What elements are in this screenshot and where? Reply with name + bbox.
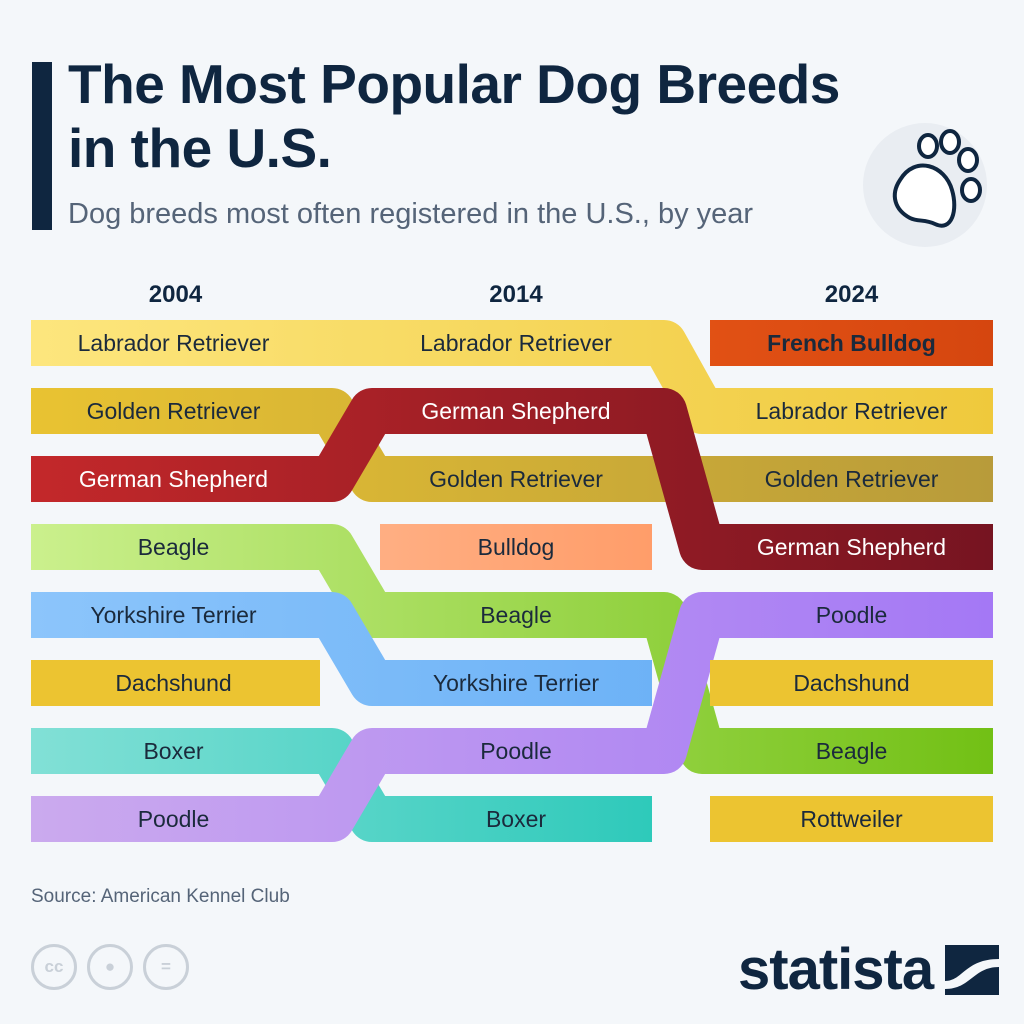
logo-text: statista bbox=[738, 937, 934, 1002]
breed-label: Poodle bbox=[138, 806, 210, 832]
page-title: The Most Popular Dog Breeds in the U.S. bbox=[68, 52, 840, 180]
breed-band bbox=[31, 388, 993, 570]
breed-label: German Shepherd bbox=[757, 534, 946, 560]
breed-label: Golden Retriever bbox=[429, 466, 603, 492]
paw-icon bbox=[863, 123, 987, 247]
breed-band bbox=[710, 320, 993, 366]
breed-label: Yorkshire Terrier bbox=[433, 670, 600, 696]
breed-label: Labrador Retriever bbox=[756, 398, 948, 424]
breed-label: Golden Retriever bbox=[87, 398, 261, 424]
breed-band bbox=[31, 524, 993, 774]
title-line-1: The Most Popular Dog Breeds bbox=[68, 53, 840, 115]
breed-label: Bulldog bbox=[478, 534, 555, 560]
statista-logo[interactable]: statista bbox=[738, 936, 1000, 1003]
accent-bar bbox=[32, 62, 52, 230]
series-yorkshire-terrier: Yorkshire Terrier Yorkshire Terrier bbox=[31, 592, 652, 706]
breed-label: Poodle bbox=[480, 738, 552, 764]
series-bulldog: Bulldog bbox=[380, 524, 652, 570]
breed-label: Boxer bbox=[486, 806, 546, 832]
breed-label: Labrador Retriever bbox=[78, 330, 270, 356]
breed-label: Dachshund bbox=[793, 670, 909, 696]
year-header-2014: 2014 bbox=[489, 281, 543, 308]
breed-label: Boxer bbox=[143, 738, 203, 764]
breed-label: French Bulldog bbox=[767, 330, 936, 356]
year-header-2024: 2024 bbox=[825, 281, 879, 308]
license-icons: cc ● = bbox=[31, 944, 189, 990]
breed-label: German Shepherd bbox=[421, 398, 610, 424]
source-note: Source: American Kennel Club bbox=[31, 886, 290, 907]
breed-label: Beagle bbox=[816, 738, 888, 764]
breed-label: Beagle bbox=[480, 602, 552, 628]
breed-label: Golden Retriever bbox=[765, 466, 939, 492]
no-derivatives-icon[interactable]: = bbox=[143, 944, 189, 990]
breed-band bbox=[710, 660, 993, 706]
breed-label: Rottweiler bbox=[800, 806, 903, 832]
subtitle: Dog breeds most often registered in the … bbox=[68, 198, 754, 230]
series-french-bulldog: French Bulldog bbox=[710, 320, 993, 366]
year-header-2004: 2004 bbox=[149, 281, 203, 308]
series-beagle: Beagle Beagle Beagle bbox=[31, 524, 993, 774]
series-dachshund: Dachshund Dachshund bbox=[31, 660, 993, 706]
series-german-shepherd: German Shepherd German Shepherd German She… bbox=[31, 388, 993, 570]
breed-label: Poodle bbox=[816, 602, 888, 628]
breed-band bbox=[31, 388, 993, 502]
attribution-icon[interactable]: ● bbox=[87, 944, 133, 990]
cc-icon[interactable]: cc bbox=[31, 944, 77, 990]
breed-band bbox=[31, 592, 993, 842]
breed-label: Labrador Retriever bbox=[420, 330, 612, 356]
breed-label: Yorkshire Terrier bbox=[90, 602, 257, 628]
title-line-2: in the U.S. bbox=[68, 117, 332, 179]
breed-label: German Shepherd bbox=[79, 466, 268, 492]
series-rottweiler: Rottweiler bbox=[710, 796, 993, 842]
series-poodle: Poodle Poodle Poodle bbox=[31, 592, 993, 842]
breed-band bbox=[380, 524, 652, 570]
series-golden-retriever: Golden Retriever Golden Retriever Golden R… bbox=[31, 388, 993, 502]
breed-label: Dachshund bbox=[115, 670, 231, 696]
statista-logo-icon bbox=[945, 944, 1000, 995]
breed-band bbox=[31, 592, 652, 706]
breed-band bbox=[31, 660, 320, 706]
breed-band bbox=[31, 320, 993, 434]
breed-label: Beagle bbox=[138, 534, 210, 560]
breed-band bbox=[710, 796, 993, 842]
series-labrador-retriever: Labrador Retriever Labrador Retriever Labr… bbox=[31, 320, 993, 434]
